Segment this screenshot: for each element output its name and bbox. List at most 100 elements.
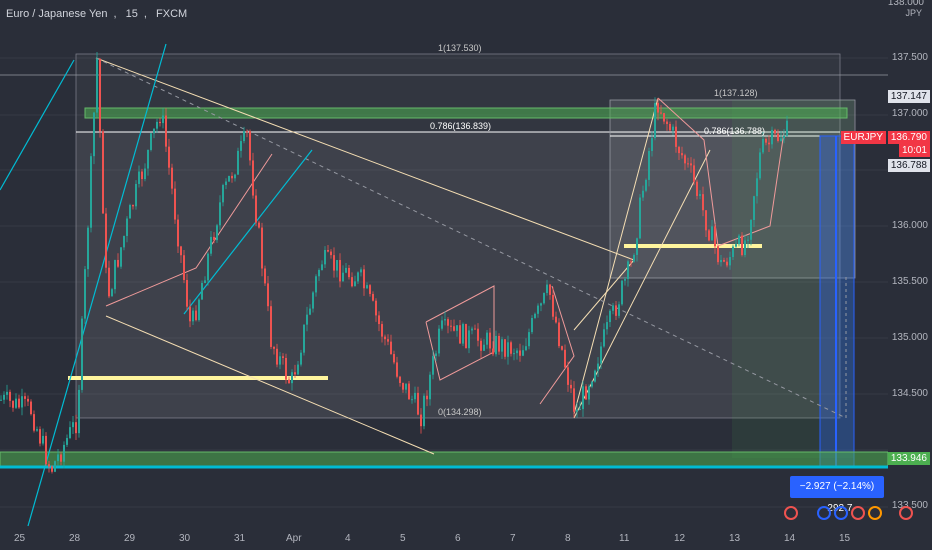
candle-body [435, 353, 437, 357]
date-tick: 4 [345, 533, 351, 544]
plot-area [0, 0, 888, 530]
candle-body [165, 115, 167, 147]
candle-body [552, 294, 554, 317]
candle-body [96, 58, 98, 113]
candle-body [186, 279, 188, 307]
date-tick: 8 [565, 533, 571, 544]
interval-label[interactable]: 15 [125, 8, 138, 20]
candle-body [555, 316, 557, 323]
candle-body [66, 438, 68, 445]
candle-body [699, 194, 701, 196]
resistance-zone[interactable] [84, 107, 848, 119]
event-icon[interactable] [868, 506, 882, 520]
candle-body [240, 141, 242, 151]
candle-body [267, 283, 269, 307]
candle-body [285, 357, 287, 380]
trend-channel[interactable] [95, 57, 711, 455]
event-icon[interactable] [817, 506, 831, 520]
candle-body [465, 323, 467, 349]
candle-body [474, 328, 476, 330]
candle-body [441, 320, 443, 329]
candle-body [669, 123, 671, 131]
candle-body [738, 235, 740, 245]
candle-body [462, 323, 464, 344]
event-icon[interactable] [851, 506, 865, 520]
candle-body [384, 336, 386, 340]
candle-body [573, 388, 575, 412]
date-tick: 29 [124, 533, 136, 544]
candle-body [219, 202, 221, 226]
candle-body [381, 324, 383, 337]
candle-body [654, 103, 656, 139]
event-icon[interactable] [784, 506, 798, 520]
candle-body [582, 386, 584, 410]
candle-body [591, 381, 593, 387]
candle-body [480, 340, 482, 351]
candle-body [108, 267, 110, 297]
candle-body [642, 190, 644, 198]
time-axis[interactable] [0, 530, 888, 550]
candle-body [576, 409, 578, 412]
candle-body [15, 398, 17, 408]
candle-body [444, 319, 446, 321]
currency-label: JPY [905, 8, 922, 18]
candle-body [78, 389, 80, 434]
candle-body [708, 230, 710, 241]
candle-body [513, 353, 515, 355]
candle-body [324, 250, 326, 265]
candlestick-series [0, 51, 788, 474]
candle-body [495, 335, 497, 355]
candle-body [546, 284, 548, 293]
price-axis[interactable] [888, 0, 932, 550]
candle-body [423, 395, 425, 427]
candle-body [237, 150, 239, 175]
candle-body [147, 149, 149, 169]
measure-result-box[interactable]: −2.927 (−2.14%) −292.7 [790, 476, 884, 514]
candle-body [774, 129, 776, 134]
date-tick: 15 [839, 533, 851, 544]
candle-body [105, 213, 107, 268]
event-icon[interactable] [899, 506, 913, 520]
candle-body [231, 175, 233, 179]
candle-body [438, 328, 440, 354]
candle-body [54, 461, 56, 472]
candle-body [150, 133, 152, 150]
candle-body [570, 384, 572, 389]
candle-body [123, 235, 125, 248]
date-tick: 31 [234, 533, 246, 544]
symbol-tag: EURJPY [840, 131, 886, 144]
candle-body [102, 131, 104, 214]
candle-body [141, 171, 143, 180]
candle-body [528, 332, 530, 347]
cyan-trendlines[interactable] [0, 43, 313, 527]
economic-events[interactable] [784, 506, 913, 520]
candle-body [618, 304, 620, 316]
candle-body [318, 269, 320, 277]
candle-body [333, 255, 335, 271]
candle-body [291, 372, 293, 384]
candle-body [609, 310, 611, 323]
candle-body [483, 344, 485, 351]
candle-body [729, 257, 731, 266]
event-icon[interactable] [834, 506, 848, 520]
candle-body [564, 349, 566, 368]
candle-body [408, 383, 410, 400]
support-zone[interactable] [0, 451, 889, 467]
candle-body [6, 391, 8, 395]
candle-body [234, 174, 236, 179]
candle-body [690, 163, 692, 166]
candle-body [294, 372, 296, 375]
candle-body [0, 399, 2, 401]
candle-body [228, 175, 230, 182]
candle-body [750, 219, 752, 240]
candle-body [276, 348, 278, 365]
candle-body [129, 205, 131, 219]
candle-body [747, 239, 749, 241]
fib-label-left-786: 0.786(136.839) [430, 121, 492, 131]
dashed-trendline[interactable] [95, 57, 847, 419]
candle-body [339, 260, 341, 282]
candle-body [522, 350, 524, 356]
candle-body [180, 246, 182, 256]
candle-body [675, 126, 677, 147]
